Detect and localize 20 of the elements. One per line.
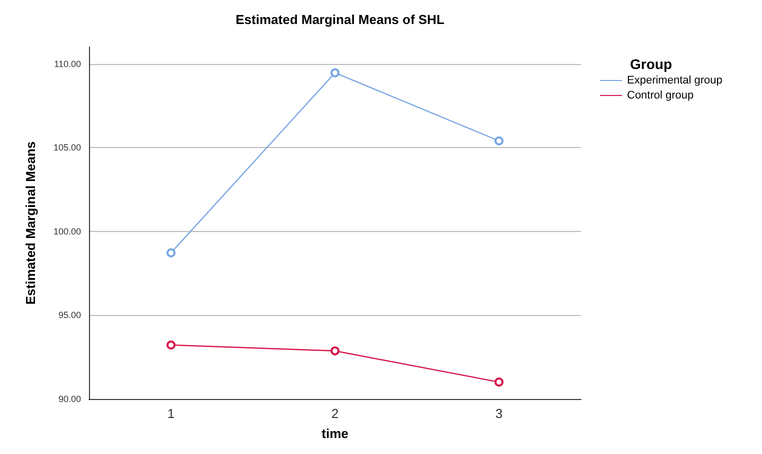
x-tick-label: 3 [495,406,503,421]
y-tick-label: 110.00 [54,58,81,69]
legend-title: Group [630,56,672,72]
chart-title: Estimated Marginal Means of SHL [236,12,444,27]
point [494,378,504,387]
y-tick-label: 95.00 [58,310,81,320]
point [166,248,176,258]
y-tick-label: 90.00 [58,394,81,404]
x-tick-label: 1 [167,406,175,421]
point [330,346,340,356]
x-tick-label: 2 [331,406,339,421]
point [330,68,340,78]
point [166,340,176,350]
point [494,136,504,146]
legend-label: Experimental group [627,74,722,86]
x-axis-title: time [322,426,348,441]
y-tick-label: 105.00 [53,142,81,153]
legend-label: Control group [627,90,694,102]
y-tick-label: 100.00 [53,226,81,236]
y-axis-title: Estimated Marginal Means [23,141,38,305]
